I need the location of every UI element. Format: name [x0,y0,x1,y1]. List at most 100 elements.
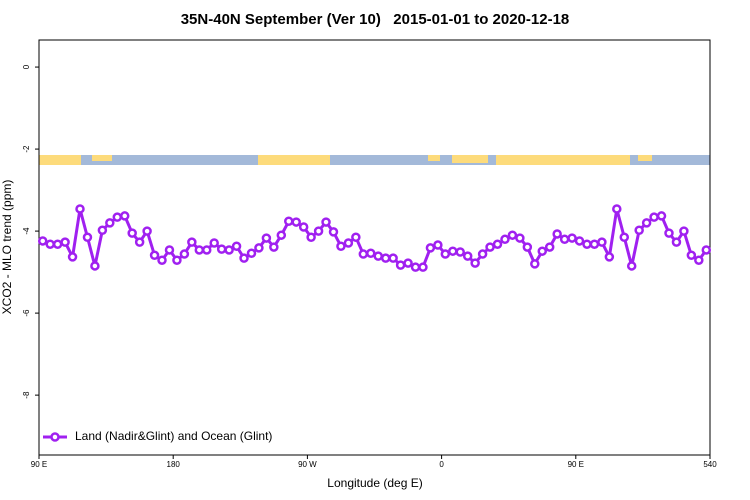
data-point [634,225,644,236]
data-point [52,239,63,249]
data-point [604,252,615,262]
data-point [149,250,160,261]
x-tick-label: 180 [167,460,181,469]
data-point [336,241,346,252]
data-point [440,249,451,259]
data-point [37,236,48,246]
data-point [224,245,234,255]
data-point [671,237,682,247]
y-tick-label: -4 [22,227,31,235]
data-point [686,250,697,261]
data-point [701,245,712,255]
data-point [90,261,100,271]
data-point [470,258,480,268]
legend-marker [50,432,60,442]
legend-label: Land (Nadir&Glint) and Ocean (Glint) [75,429,272,443]
data-point [664,228,674,238]
data-point [515,233,525,243]
data-point [194,245,205,255]
data-point [410,262,421,272]
y-axis-label: XCO2 - MLO trend (ppm) [0,180,14,315]
data-point [448,246,458,256]
data-point [112,212,123,222]
data-point [284,216,294,227]
data-point [157,255,167,265]
data-point [105,218,115,228]
data-point [216,244,227,254]
data-point [403,258,413,268]
data-point [649,212,659,222]
data-point [321,217,331,227]
chart-title: 35N-40N September (Ver 10) 2015-01-01 to… [181,11,570,28]
data-point [358,249,369,259]
data-point [209,238,219,248]
data-point [261,233,272,243]
data-point [373,251,383,261]
x-axis-label: Longitude (deg E) [327,476,422,490]
data-point [119,211,130,221]
data-point [328,227,339,237]
x-tick-label: 90 E [568,460,584,469]
data-point [530,259,540,269]
data-point [351,232,361,242]
data-point [559,234,570,245]
data-point [343,238,354,248]
data-point [574,236,585,246]
data-point [589,239,600,249]
data-point [462,251,473,261]
data-point [172,255,182,265]
data-point [612,204,622,214]
data-point [626,261,637,271]
data-point [134,237,145,247]
data-point [75,204,85,214]
data-point [597,237,607,247]
y-tick-label: -6 [22,309,31,317]
x-tick-label: 540 [703,460,717,469]
data-point [433,240,443,250]
data-point [97,225,108,236]
data-point [291,217,301,227]
data-point [269,242,279,252]
y-tick-label: 0 [22,64,31,69]
data-point [380,253,391,263]
data-point [82,232,93,242]
data-point [694,255,704,265]
data-point [60,237,70,247]
data-point [202,245,212,255]
data-point [552,229,562,239]
data-point [306,232,316,242]
data-point [142,226,152,236]
data-point [67,252,78,262]
data-point [239,253,249,263]
data-point [164,245,175,255]
data-point [127,228,137,238]
data-point [641,218,652,228]
data-point [455,247,465,257]
data-point [567,233,577,243]
data-point [492,239,503,249]
data-point [477,249,488,259]
data-point [298,222,309,232]
data-point [254,243,264,253]
data-point [418,262,428,272]
data-point [246,248,257,258]
y-tick-label: -2 [22,145,31,153]
data-point [366,248,376,258]
data-point [276,230,287,240]
data-point [582,239,592,249]
x-tick-label: 90 W [298,460,317,469]
data-point [619,232,630,242]
data-point [395,260,406,270]
data-point [537,246,547,256]
data-point [544,242,555,252]
data-point [500,234,510,245]
data-point [45,239,55,249]
data-point [388,253,398,263]
data-point [425,243,436,253]
x-tick-label: 90 E [31,460,47,469]
x-tick-label: 0 [439,460,444,469]
data-point [187,237,197,247]
data-point [313,226,324,236]
data-point [179,249,190,259]
